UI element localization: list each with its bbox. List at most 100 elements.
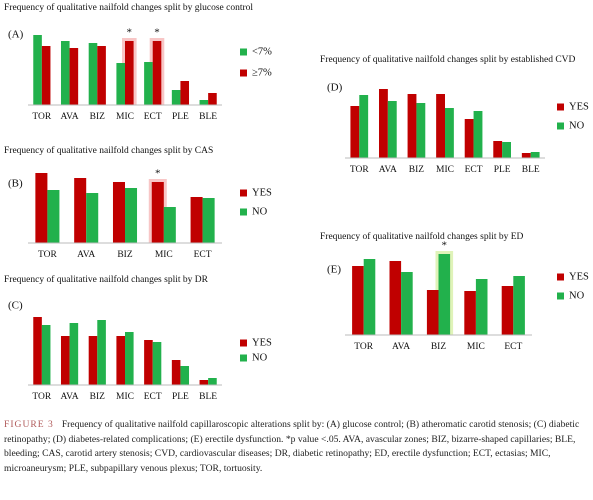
- legend-swatch: [557, 273, 564, 281]
- x-tick-label: MIC: [116, 112, 134, 122]
- x-tick-label: BLE: [522, 165, 540, 175]
- bar: [407, 94, 417, 158]
- bar: [199, 380, 209, 385]
- bar: [116, 63, 125, 105]
- bar: [389, 261, 402, 335]
- bar: [473, 111, 483, 158]
- bar: [144, 62, 153, 105]
- legend-swatch: [557, 292, 564, 300]
- bar: [199, 100, 209, 105]
- x-tick-label: BIZ: [409, 165, 425, 175]
- x-tick-label: MIC: [436, 165, 454, 175]
- bar: [190, 197, 203, 243]
- bar: [125, 332, 134, 385]
- bar: [387, 101, 397, 158]
- bar: [97, 46, 106, 105]
- legend-label: YES: [252, 337, 272, 348]
- bar: [426, 290, 439, 335]
- bar: [41, 325, 51, 385]
- bar: [41, 46, 51, 105]
- x-tick-label: TOR: [350, 165, 369, 175]
- bar: [35, 173, 48, 243]
- x-tick-label: ECT: [504, 342, 522, 352]
- bar: [350, 106, 360, 158]
- bar: [116, 336, 125, 385]
- bar: [125, 41, 134, 105]
- annotation: *: [155, 168, 161, 180]
- x-tick-label: PLE: [172, 392, 189, 402]
- bar: [352, 266, 364, 335]
- x-tick-label: MIC: [467, 342, 485, 352]
- x-tick-label: BLE: [199, 112, 217, 122]
- bar: [112, 182, 125, 243]
- legend-swatch: [240, 48, 247, 56]
- x-tick-label: PLE: [494, 165, 511, 175]
- bar: [501, 286, 514, 335]
- chart-title: Frequency of qualitative nailfold change…: [4, 274, 209, 285]
- legend-swatch: [557, 103, 564, 111]
- x-tick-label: AVA: [77, 250, 95, 260]
- x-tick-label: BLE: [199, 392, 217, 402]
- legend-swatch: [240, 339, 247, 347]
- legend-swatch: [240, 208, 247, 216]
- caption-text: Frequency of qualitative nailfold capill…: [4, 419, 580, 474]
- caption: FIGURE 3 Frequency of qualitative nailfol…: [4, 418, 589, 476]
- bar: [33, 317, 42, 385]
- x-tick-label: TOR: [354, 342, 373, 352]
- panel-label: (B): [8, 178, 23, 190]
- bar: [416, 103, 426, 158]
- bar: [521, 153, 531, 158]
- bar: [180, 81, 190, 105]
- bar: [513, 276, 525, 335]
- bar: [180, 366, 190, 385]
- bar: [445, 108, 454, 158]
- bar: [74, 178, 87, 243]
- x-tick-label: BIZ: [117, 250, 133, 260]
- bar: [363, 259, 376, 335]
- bar: [88, 336, 98, 385]
- bar: [33, 35, 42, 105]
- bar: [163, 207, 176, 243]
- x-tick-label: AVA: [392, 342, 410, 352]
- x-tick-label: TOR: [32, 112, 51, 122]
- x-tick-label: TOR: [38, 250, 57, 260]
- bar: [69, 323, 79, 385]
- panel-label: (A): [8, 29, 24, 41]
- bar: [171, 360, 181, 385]
- bar: [125, 188, 138, 243]
- x-tick-label: ECT: [144, 392, 162, 402]
- bar: [69, 48, 79, 105]
- bar: [88, 43, 98, 105]
- x-tick-label: AVA: [61, 392, 79, 402]
- annotation: *: [154, 27, 160, 39]
- bar: [475, 279, 488, 335]
- x-tick-label: BIZ: [431, 342, 447, 352]
- legend-label: <7%: [252, 46, 272, 57]
- bar: [202, 198, 215, 243]
- chart-title: Frequency of qualitative nailfold change…: [4, 2, 253, 13]
- x-tick-label: BIZ: [90, 112, 106, 122]
- panel-label: (D): [327, 82, 343, 94]
- chart-title: Frequency of qualitative nailfold change…: [4, 145, 213, 156]
- bar: [464, 119, 474, 158]
- bar: [60, 41, 70, 105]
- bar: [502, 142, 511, 158]
- bar: [171, 90, 181, 105]
- panel-label: (C): [8, 300, 23, 312]
- bar: [152, 41, 162, 105]
- bar: [152, 342, 162, 385]
- x-tick-label: PLE: [172, 112, 189, 122]
- bar: [493, 141, 503, 158]
- bar: [464, 291, 476, 335]
- panel-label: (E): [327, 264, 341, 276]
- x-tick-label: ECT: [465, 165, 483, 175]
- legend-swatch: [557, 122, 564, 130]
- legend-label: NO: [569, 290, 585, 301]
- legend-swatch: [240, 69, 247, 77]
- bar: [530, 152, 540, 158]
- legend-swatch: [240, 354, 247, 362]
- legend-label: NO: [252, 206, 268, 217]
- bar: [379, 89, 388, 158]
- x-tick-label: ECT: [144, 112, 162, 122]
